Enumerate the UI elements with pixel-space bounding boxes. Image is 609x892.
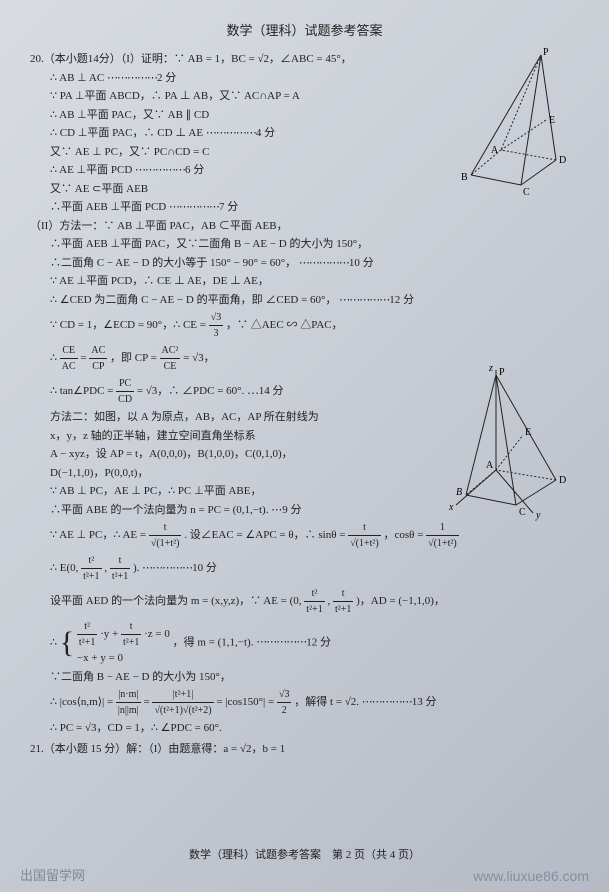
dots (206, 127, 256, 139)
m2-l9b: ，得 m = (1,1,−t). (173, 636, 254, 648)
score: 13 分 (412, 696, 437, 708)
dots (107, 72, 157, 84)
m1-l1: ∴平面 AEB ⊥平面 PAC，又∵二面角 B − AE − D 的大小为 15… (30, 236, 579, 253)
fraction: |t²+1|√(t²+1)√(t²+2) (152, 687, 213, 718)
fraction: AC²CE (160, 343, 181, 374)
m1-l6c: = √3， (183, 352, 215, 364)
p20-l2: ∵ PA ⊥平面 ABCD，∴ PA ⊥ AB，又∵ AC∩AP = A (30, 88, 579, 105)
m2-l6a: ∵ AE ⊥ PC，∴ AE = (50, 529, 149, 541)
p20-l8: ∴平面 AEB ⊥平面 PCD (50, 201, 166, 213)
page-footer: 数学（理科）试题参考答案 第 2 页（共 4 页） (0, 846, 609, 862)
p20-l4: ∴ CD ⊥平面 PAC，∴ CD ⊥ AE (50, 127, 203, 139)
m2-l9a: ∴ (50, 636, 57, 648)
fraction: CEAC (60, 343, 78, 374)
m2-l1: x，y，z 轴的正半轴，建立空间直角坐标系 (30, 428, 579, 445)
p20-title: 20.（本小题14分）（I）证明：∵ AB = 1，BC = √2，∠ABC =… (30, 51, 579, 68)
score: 10 分 (349, 257, 374, 269)
score: 9 分 (282, 504, 301, 516)
score: 12 分 (306, 636, 331, 648)
m1-l7b: = √3，∴ ∠PDC = 60°. ⋯14 分 (137, 385, 284, 397)
score: 4 分 (256, 127, 275, 139)
score: 7 分 (219, 201, 238, 213)
dots (169, 201, 219, 213)
dots (256, 636, 306, 648)
score: 12 分 (389, 294, 414, 306)
dots (135, 164, 185, 176)
fraction: 1√(1+t²) (426, 520, 459, 551)
m2-l10: ∵二面角 B − AE − D 的大小为 150°， (30, 669, 579, 686)
dots (142, 562, 192, 574)
fraction: √32 (277, 687, 292, 718)
m2-l7c: ). (133, 562, 139, 574)
m1-l4: ∴ ∠CED 为二面角 C − AE − D 的平面角，即 ∠CED = 60°… (50, 294, 336, 306)
fraction: tt²+1 (121, 619, 141, 650)
fraction: √33 (209, 310, 224, 341)
score: 6 分 (185, 164, 204, 176)
fraction: ACCP (89, 343, 107, 374)
m2-l11b: = (143, 696, 152, 708)
m1-l2: ∴二面角 C − AE − D 的大小等于 150° − 90° = 60°， (50, 257, 296, 269)
m1-l6b: ，即 CP = (110, 352, 160, 364)
fraction: tt²+1 (333, 586, 353, 617)
p20-l6: ∴ AE ⊥平面 PCD (50, 164, 132, 176)
m2-l11c: = |cos150°| = (216, 696, 277, 708)
score: 2 分 (157, 72, 176, 84)
m1-l5a: ∵ CD = 1，∠ECD = 90°，∴ CE = (50, 319, 209, 331)
m2-l8a: 设平面 AED 的一个法向量为 m = (x,y,z)，∵ AE = (0, (50, 595, 304, 607)
m2-l5a: ∴平面 ABE 的一个法向量为 n = PC = (0,1,−t). (50, 504, 268, 516)
fraction: |n·m||n||m| (116, 687, 141, 718)
fraction: t²t²+1 (304, 586, 324, 617)
page-container: 数学（理科）试题参考答案 P A B C D E (0, 0, 609, 769)
p21-title: 21.（本小题 15 分）解：（I）由题意得：a = √2，b = 1 (30, 741, 579, 758)
score: 10 分 (192, 562, 217, 574)
p20-l1: ∴ AB ⊥ AC (50, 72, 104, 84)
m2-l6c: ，cosθ = (384, 529, 427, 541)
m1-l3: ∵ AE ⊥平面 PCD，∴ CE ⊥ AE，DE ⊥ AE， (30, 273, 579, 290)
p20-l3: ∴ AB ⊥平面 PAC，又∵ AB ∥ CD (30, 107, 579, 124)
m2-l2: A − xyz，设 AP = t，A(0,0,0)，B(1,0,0)，C(0,1… (30, 446, 579, 463)
p20-l7: 又∵ AE ⊂平面 AEB (30, 181, 579, 198)
m2-l8c: )，AD = (−1,1,0)， (356, 595, 445, 607)
dots (362, 696, 412, 708)
p20-part2: （II）方法一：∵ AB ⊥平面 PAC，AB ⊂平面 AEB， (30, 218, 579, 235)
m1-l7a: ∴ tan∠PDC = (50, 385, 116, 397)
fraction: t²t²+1 (77, 619, 97, 650)
p20-l5: 又∵ AE ⊥ PC，又∵ PC∩CD = C (30, 144, 579, 161)
fraction: t²t²+1 (81, 553, 101, 584)
watermark-text: 出国留学网 (20, 865, 85, 884)
dots (339, 294, 389, 306)
fraction: PCCD (116, 376, 134, 407)
brace-icon: { (60, 632, 74, 653)
fraction: t√(1+t²) (348, 520, 381, 551)
m2-l6b: . 设∠EAC = ∠APC = θ，∴ sinθ = (184, 529, 348, 541)
m2-l11a: ∴ |cos⟨n,m⟩| = (50, 696, 116, 708)
dots (299, 257, 349, 269)
m2-l3: D(−1,1,0)，P(0,0,t)， (30, 465, 579, 482)
watermark-url: www.liuxue86.com (473, 868, 589, 884)
m2-l12: ∴ PC = √3，CD = 1，∴ ∠PDC = 60°. (30, 720, 579, 737)
content-body: 20.（本小题14分）（I）证明：∵ AB = 1，BC = √2，∠ABC =… (30, 51, 579, 757)
m2-l4: ∵ AB ⊥ PC，AE ⊥ PC，∴ PC ⊥平面 ABE， (30, 483, 579, 500)
m2-l11d: ，解得 t = √2. (294, 696, 359, 708)
fraction: tt²+1 (110, 553, 130, 584)
page-header: 数学（理科）试题参考答案 (30, 20, 579, 39)
method2: 方法二：如图，以 A 为原点，AB，AC，AP 所在射线为 (30, 409, 579, 426)
fraction: t√(1+t²) (149, 520, 182, 551)
m2-l7a: ∴ E(0, (50, 562, 81, 574)
m1-l6a: ∴ (50, 352, 60, 364)
m1-l5b: ，∵ △AEC ∽ △PAC， (226, 319, 343, 331)
